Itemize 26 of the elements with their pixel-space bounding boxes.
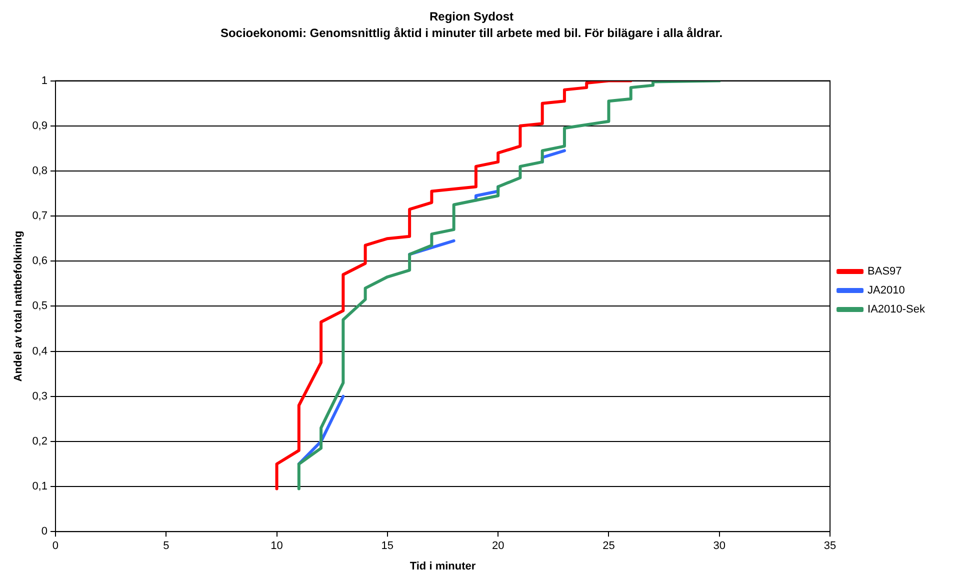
y-tick-label: 0,3: [32, 390, 48, 402]
legend-label: JA2010: [868, 284, 905, 297]
x-axis-title: Tid i minuter: [410, 560, 476, 572]
chart-title: Region Sydost: [429, 10, 514, 24]
y-tick-label: 0,9: [32, 120, 48, 132]
y-tick-label: 1: [41, 74, 48, 87]
chart-subtitle: Socioekonomi: Genomsnittlig åktid i minuter till arbete med bil. För bilägare i alla åldrar.: [220, 26, 723, 40]
x-tick-label: 30: [713, 540, 726, 552]
y-tick-label: 0,1: [32, 480, 48, 493]
y-tick-label: 0,2: [32, 435, 48, 448]
y-tick-label: 0,7: [32, 210, 48, 222]
y-axis-title: Andel av total nattbefolkning: [12, 230, 25, 382]
legend-label: BAS97: [868, 266, 902, 278]
x-tick-label: 10: [270, 540, 283, 552]
x-tick-label: 35: [824, 540, 836, 552]
y-tick-label: 0,8: [32, 164, 48, 177]
x-tick-label: 25: [602, 540, 615, 552]
y-tick-label: 0,4: [32, 345, 48, 358]
y-tick-label: 0: [41, 526, 48, 538]
x-tick-label: 20: [492, 540, 504, 552]
x-tick-label: 15: [381, 540, 394, 552]
x-tick-label: 0: [52, 540, 59, 552]
x-tick-label: 5: [163, 540, 170, 552]
y-tick-label: 0,5: [32, 300, 48, 312]
legend-label: IA2010-Sek: [868, 304, 926, 316]
y-tick-label: 0,6: [32, 255, 48, 268]
